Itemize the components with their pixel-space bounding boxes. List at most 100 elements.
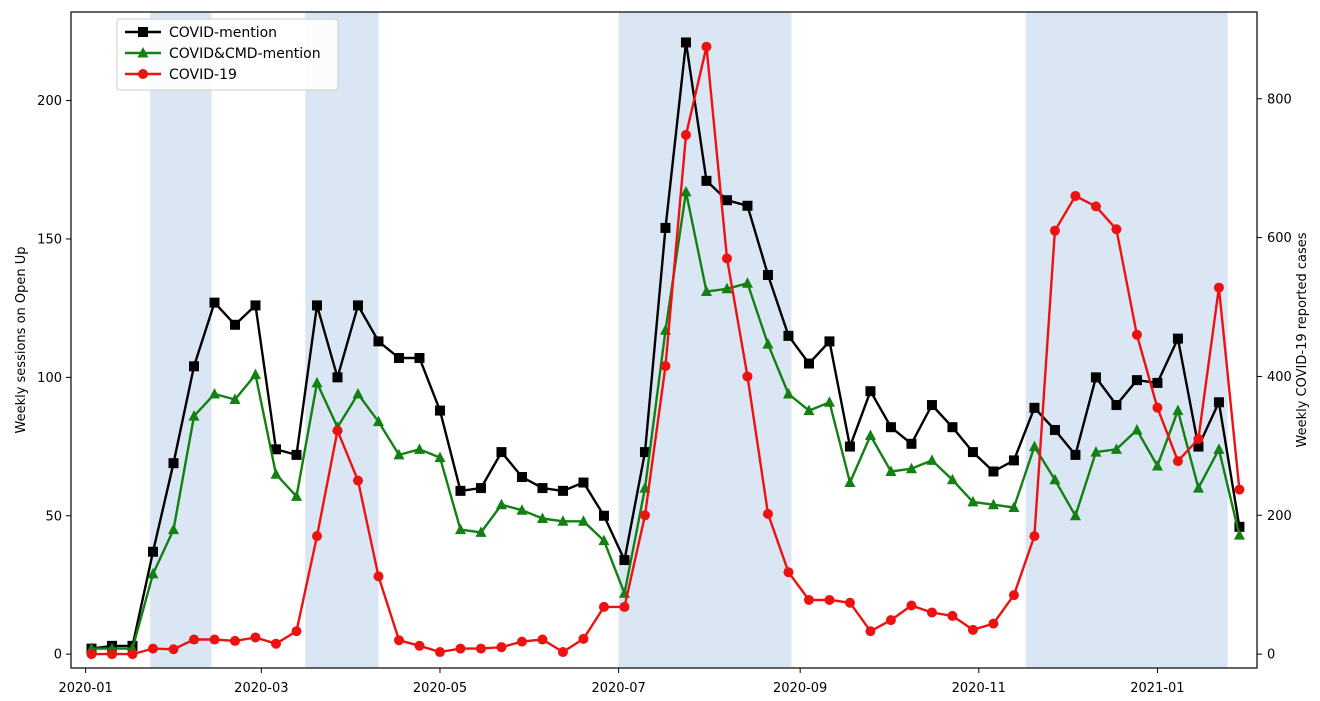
data-point-2-18 <box>455 643 466 654</box>
data-point-0-24 <box>578 477 589 488</box>
data-point-0-20 <box>496 447 507 458</box>
data-point-2-30 <box>701 41 712 52</box>
data-point-2-39 <box>885 615 896 626</box>
data-point-1-42 <box>946 473 958 485</box>
data-point-2-34 <box>783 567 794 578</box>
data-point-1-39 <box>885 465 897 476</box>
data-point-1-33 <box>762 338 774 349</box>
data-point-2-23 <box>557 647 568 658</box>
series-2 <box>86 41 1245 660</box>
legend-marker-1 <box>137 47 149 58</box>
data-point-0-35 <box>803 358 814 369</box>
data-point-1-24 <box>577 515 589 526</box>
data-point-0-43 <box>967 447 978 458</box>
data-point-0-27 <box>639 447 650 458</box>
data-point-0-11 <box>311 300 322 311</box>
data-point-1-5 <box>188 410 200 421</box>
data-point-1-40 <box>905 462 917 474</box>
data-point-2-50 <box>1111 224 1122 235</box>
data-point-1-55 <box>1213 443 1225 454</box>
data-point-2-43 <box>967 624 978 635</box>
data-point-1-53 <box>1172 404 1184 416</box>
data-point-2-49 <box>1090 201 1101 212</box>
data-point-2-46 <box>1029 531 1040 542</box>
data-point-2-44 <box>988 618 999 629</box>
x-tick-label-1: 2020-03 <box>234 681 288 696</box>
data-point-0-10 <box>291 449 302 460</box>
data-point-0-33 <box>762 269 773 280</box>
data-point-2-2 <box>127 649 138 660</box>
series-1 <box>85 185 1245 654</box>
data-point-2-36 <box>824 594 835 605</box>
data-point-1-51 <box>1131 423 1143 435</box>
data-point-2-14 <box>373 571 384 582</box>
data-point-2-16 <box>414 640 425 651</box>
data-point-0-41 <box>926 400 937 411</box>
shaded-period-2 <box>305 12 379 668</box>
data-point-0-42 <box>947 422 958 433</box>
data-point-2-28 <box>660 361 671 372</box>
data-point-2-25 <box>598 601 609 612</box>
data-point-2-32 <box>742 371 753 382</box>
data-point-1-31 <box>721 282 733 294</box>
data-point-1-52 <box>1151 459 1163 471</box>
data-point-2-38 <box>865 626 876 637</box>
data-point-2-42 <box>947 610 958 621</box>
x-tick-label-2: 2020-05 <box>413 681 467 696</box>
data-point-0-8 <box>250 300 261 311</box>
data-point-2-20 <box>496 642 507 653</box>
data-point-1-3 <box>147 567 159 579</box>
data-point-2-15 <box>393 635 404 646</box>
data-point-0-39 <box>885 422 896 433</box>
data-point-2-3 <box>147 643 158 654</box>
y-tick-label-2: 100 <box>37 371 62 386</box>
x-tick-label-4: 2020-09 <box>773 681 827 696</box>
data-point-0-6 <box>209 297 220 308</box>
data-point-0-12 <box>332 372 343 383</box>
data-point-0-32 <box>742 200 753 211</box>
data-point-1-54 <box>1192 482 1204 493</box>
data-point-1-14 <box>372 415 384 427</box>
data-point-0-37 <box>844 441 855 452</box>
data-point-2-22 <box>537 634 548 645</box>
data-point-2-6 <box>209 634 220 645</box>
data-point-0-13 <box>352 300 363 311</box>
data-point-2-54 <box>1193 433 1204 444</box>
data-point-1-21 <box>516 504 528 515</box>
data-point-0-22 <box>537 483 548 494</box>
data-point-2-4 <box>168 644 179 655</box>
y2-tick-label-3: 600 <box>1267 231 1292 246</box>
data-point-1-46 <box>1028 440 1040 452</box>
shaded-period-4 <box>1025 12 1228 668</box>
data-point-2-31 <box>721 253 732 264</box>
data-point-0-4 <box>168 458 179 469</box>
data-point-2-48 <box>1070 190 1081 201</box>
legend-marker-2 <box>138 69 148 79</box>
data-point-0-15 <box>393 352 404 363</box>
y2-axis-title: Weekly COVID-19 reported cases <box>1295 232 1310 447</box>
data-point-1-19 <box>475 526 487 537</box>
data-point-0-52 <box>1152 377 1163 388</box>
data-point-0-5 <box>188 361 199 372</box>
data-point-0-55 <box>1213 397 1224 408</box>
data-point-1-35 <box>803 404 815 416</box>
data-point-0-34 <box>783 330 794 341</box>
data-point-1-36 <box>823 396 835 407</box>
data-point-1-8 <box>249 368 261 380</box>
data-point-0-56 <box>1234 521 1245 532</box>
data-point-2-45 <box>1008 590 1019 601</box>
legend-label-0: COVID-mention <box>169 25 277 41</box>
data-point-2-24 <box>578 633 589 644</box>
data-point-1-4 <box>167 523 179 535</box>
data-point-1-38 <box>864 429 876 440</box>
data-point-0-54 <box>1193 441 1204 452</box>
data-point-1-20 <box>495 498 507 510</box>
data-point-2-12 <box>332 425 343 436</box>
data-point-2-40 <box>906 600 917 611</box>
data-point-1-7 <box>229 393 241 405</box>
data-point-0-16 <box>414 352 425 363</box>
data-point-0-36 <box>824 336 835 347</box>
data-point-2-21 <box>516 636 527 647</box>
data-point-2-9 <box>270 638 281 649</box>
data-point-2-7 <box>229 635 240 646</box>
